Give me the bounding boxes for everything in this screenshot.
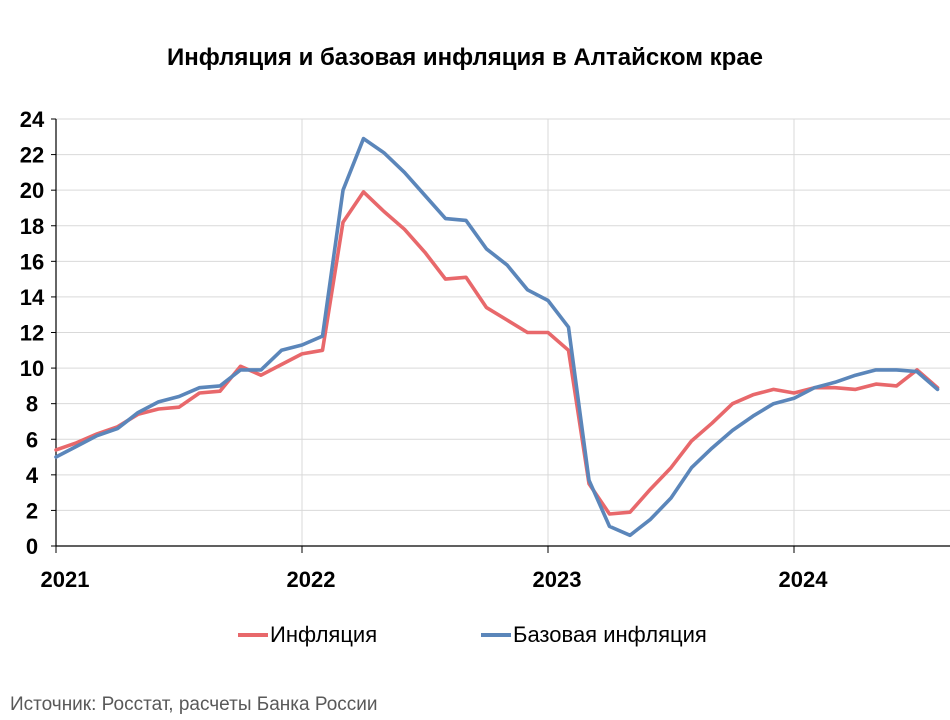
y-tick-label: 20 xyxy=(20,178,44,203)
x-tick-label: 2023 xyxy=(533,567,582,592)
y-tick-label: 8 xyxy=(26,392,38,417)
series-line-core-inflation xyxy=(54,136,940,538)
legend-swatch-inflation xyxy=(238,633,268,637)
x-tick-label: 2021 xyxy=(41,567,90,592)
y-tick-label: 18 xyxy=(20,214,44,239)
grid-layer xyxy=(56,118,950,546)
x-tick-label: 2024 xyxy=(779,567,829,592)
y-tick-label: 16 xyxy=(20,249,44,274)
y-tick-label: 4 xyxy=(26,463,39,488)
y-tick-label: 2 xyxy=(26,498,38,523)
legend-item-core-inflation: Базовая инфляция xyxy=(481,622,707,648)
legend-label-inflation: Инфляция xyxy=(270,622,378,647)
legend-label-core-inflation: Базовая инфляция xyxy=(513,622,707,647)
chart-title: Инфляция и базовая инфляция в Алтайском … xyxy=(166,44,764,71)
y-tick-label: 10 xyxy=(20,356,44,381)
x-tick-label: 2022 xyxy=(287,567,336,592)
y-tick-label: 22 xyxy=(20,143,44,168)
legend-swatch-core-inflation xyxy=(481,633,511,637)
y-tick-label: 24 xyxy=(20,107,45,132)
axis-layer xyxy=(51,118,950,553)
source-note: Источник: Росстат, расчеты Банка России xyxy=(10,694,378,715)
series-layer xyxy=(54,136,940,538)
legend-item-inflation: Инфляция xyxy=(238,622,377,648)
series-line-inflation xyxy=(54,190,940,516)
y-tick-label: 6 xyxy=(26,427,38,452)
y-tick-label: 12 xyxy=(20,321,44,346)
y-tick-label: 14 xyxy=(20,285,45,310)
y-tick-label: 0 xyxy=(26,534,38,559)
